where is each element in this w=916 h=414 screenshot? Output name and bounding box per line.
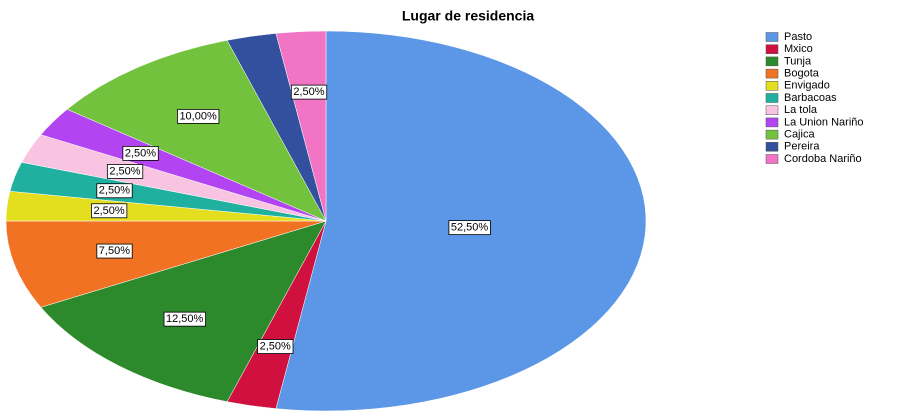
legend-label: Cajica <box>784 129 815 141</box>
data-label: 2,50% <box>99 185 130 197</box>
legend-swatch <box>765 105 779 115</box>
legend-swatch <box>765 129 779 140</box>
pie-slice <box>66 40 327 222</box>
legend-swatch <box>765 44 779 54</box>
legend-swatch <box>765 142 779 152</box>
data-label: 52,50% <box>451 222 489 234</box>
data-label: 7,50% <box>99 245 130 257</box>
data-label: 2,50% <box>125 147 156 159</box>
legend-swatch <box>765 154 779 164</box>
data-label-box <box>106 164 144 179</box>
pie-slice <box>5 220 327 308</box>
legend-label: Envigado <box>784 80 830 92</box>
data-label: 2,50% <box>109 165 140 177</box>
data-label-box <box>177 108 220 124</box>
legend-label: La Union Nariño <box>784 116 864 128</box>
pie-slice <box>40 220 327 402</box>
data-label: 10,00% <box>179 110 217 122</box>
legend-label: Mxico <box>784 43 813 55</box>
data-label-box <box>290 84 328 100</box>
legend-label: Tunja <box>784 55 812 67</box>
data-label-box <box>448 220 491 236</box>
data-label-box <box>96 243 133 259</box>
legend-swatch <box>765 117 779 128</box>
legend-label: La tola <box>784 104 818 116</box>
data-label-box <box>257 339 294 354</box>
data-label: 2,50% <box>260 341 291 353</box>
legend-label: Pereira <box>784 141 820 153</box>
data-label: 2,50% <box>293 86 324 98</box>
data-label-box <box>91 203 128 219</box>
legend-swatch <box>765 68 779 79</box>
legend-label: Bogota <box>784 68 820 80</box>
legend-label: Barbacoas <box>784 92 837 104</box>
legend-swatch <box>765 81 779 91</box>
data-label-box <box>122 145 159 161</box>
data-label-box <box>96 183 133 199</box>
legend-label: Cordoba Nariño <box>784 153 862 165</box>
pie-slice <box>275 30 327 222</box>
legend-swatch <box>765 56 779 67</box>
data-label-box <box>163 311 206 327</box>
chart-title: Lugar de residencia <box>402 8 534 24</box>
legend-swatch <box>765 32 779 42</box>
data-label: 2,50% <box>93 205 124 217</box>
legend-label: Pasto <box>784 31 812 43</box>
legend-swatch <box>765 93 779 103</box>
data-label: 12,50% <box>166 313 204 325</box>
